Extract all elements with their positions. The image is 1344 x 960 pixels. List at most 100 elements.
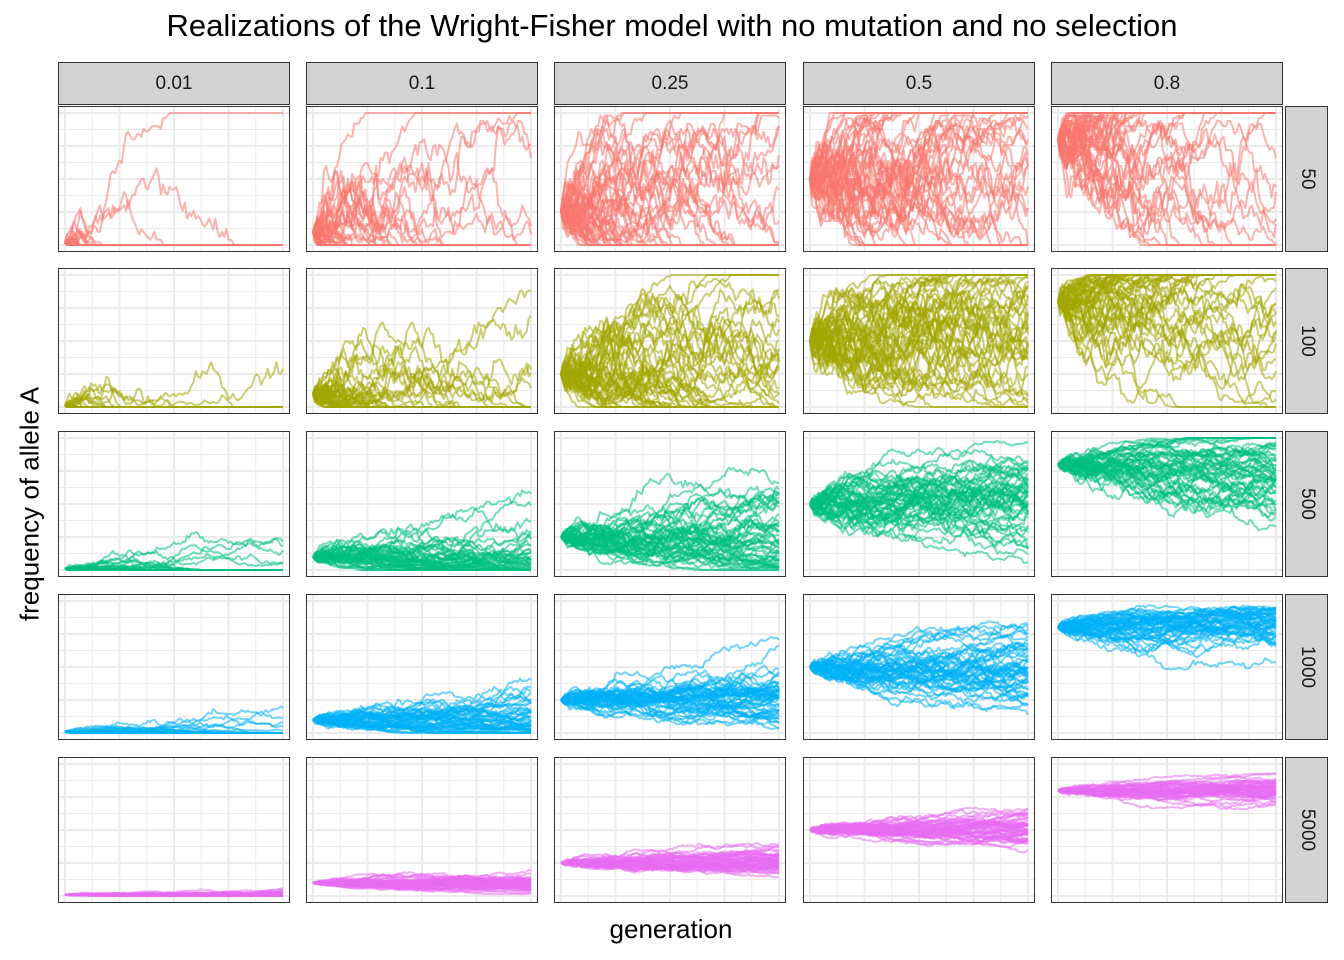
realization-line <box>560 670 780 707</box>
realization-line <box>809 500 1029 550</box>
realization-line <box>1057 613 1277 628</box>
realization-line <box>809 138 1029 223</box>
facet-panel <box>554 431 786 577</box>
realization-line <box>312 496 532 562</box>
realization-line <box>809 112 1028 207</box>
realization-line <box>312 706 532 729</box>
realization-line <box>560 684 780 711</box>
facet-panel <box>58 594 290 740</box>
realization-line <box>560 695 780 724</box>
realization-line <box>809 503 1029 564</box>
realization-line <box>560 280 780 390</box>
facet-strip-row: 5000 <box>1285 757 1328 903</box>
realization-line <box>313 555 531 570</box>
facet-panel <box>58 757 290 903</box>
facet-panel <box>803 106 1035 252</box>
facet-panel <box>803 268 1035 414</box>
facet-strip-column: 0.01 <box>58 62 290 105</box>
realization-line <box>809 439 1029 509</box>
realization-line <box>560 112 779 244</box>
realization-line <box>561 852 779 865</box>
realization-line <box>560 861 780 872</box>
facet-strip-row: 1000 <box>1285 594 1328 740</box>
facet-panel <box>554 106 786 252</box>
facet-panel <box>58 106 290 252</box>
panel-border <box>58 431 290 577</box>
realization-line <box>560 167 779 244</box>
realization-line <box>1057 139 1276 246</box>
facet-panel <box>554 594 786 740</box>
facet-panel <box>1051 757 1283 903</box>
facet-panel <box>306 268 538 414</box>
facet-panel <box>554 757 786 903</box>
facet-strip-row: 500 <box>1285 431 1328 577</box>
realization-line <box>561 699 780 726</box>
panel-border <box>1051 431 1283 577</box>
realization-line <box>1058 275 1277 386</box>
realization-line <box>1057 437 1276 466</box>
realization-line <box>1057 127 1277 239</box>
realization-line <box>560 698 780 721</box>
realization-line <box>1057 457 1277 487</box>
panel-border <box>58 268 290 414</box>
facet-panel <box>803 431 1035 577</box>
facet-panel <box>306 757 538 903</box>
realization-line <box>560 346 779 408</box>
realization-line <box>809 665 1029 706</box>
realization-line <box>313 119 531 244</box>
realization-line <box>809 489 1029 536</box>
panel-border <box>306 757 538 903</box>
realization-line <box>313 529 532 560</box>
facet-strip-row-label: 50 <box>1296 168 1318 190</box>
panel-border <box>554 106 786 252</box>
panel-border <box>306 268 538 414</box>
realization-line <box>560 112 779 211</box>
facet-strip-row: 100 <box>1285 268 1328 414</box>
realization-line <box>312 542 532 563</box>
facet-panel <box>1051 594 1283 740</box>
realization-line <box>560 125 780 231</box>
realization-line <box>65 708 284 733</box>
panel-border <box>803 431 1035 577</box>
panel-border <box>554 757 786 903</box>
realization-line <box>560 528 780 570</box>
realization-line <box>809 332 1028 408</box>
panel-border <box>803 757 1035 903</box>
realization-line <box>809 646 1029 668</box>
realization-line <box>560 170 779 246</box>
realization-line <box>560 495 780 538</box>
realization-line <box>560 636 780 701</box>
realization-line <box>1057 620 1277 638</box>
realization-line <box>809 623 1029 669</box>
panel-border <box>1051 594 1283 740</box>
realization-line <box>560 125 780 225</box>
facet-panel <box>554 268 786 414</box>
realization-line <box>809 666 1029 696</box>
realization-line <box>64 730 283 734</box>
realization-line <box>312 119 532 239</box>
facet-strip-row-label: 1000 <box>1296 645 1318 689</box>
facet-panel <box>1051 268 1283 414</box>
realization-line <box>65 893 283 897</box>
panel-border <box>306 106 538 252</box>
realization-line <box>64 402 283 408</box>
realization-line <box>64 531 284 570</box>
realization-line <box>312 878 532 887</box>
realization-line <box>1057 459 1277 504</box>
realization-line <box>1057 444 1277 486</box>
realization-line <box>809 303 1029 374</box>
panel-border <box>803 594 1035 740</box>
panel-border <box>58 594 290 740</box>
realization-line <box>312 712 532 724</box>
realization-line <box>64 718 284 733</box>
realization-line <box>809 318 1029 374</box>
facet-strip-row-label: 5000 <box>1296 808 1318 852</box>
realization-line <box>560 485 780 546</box>
realization-line <box>1057 281 1277 370</box>
realization-line <box>560 688 780 724</box>
realization-line <box>810 289 1029 348</box>
facet-panel <box>306 106 538 252</box>
realization-line <box>560 293 780 391</box>
realization-line <box>1057 300 1276 390</box>
